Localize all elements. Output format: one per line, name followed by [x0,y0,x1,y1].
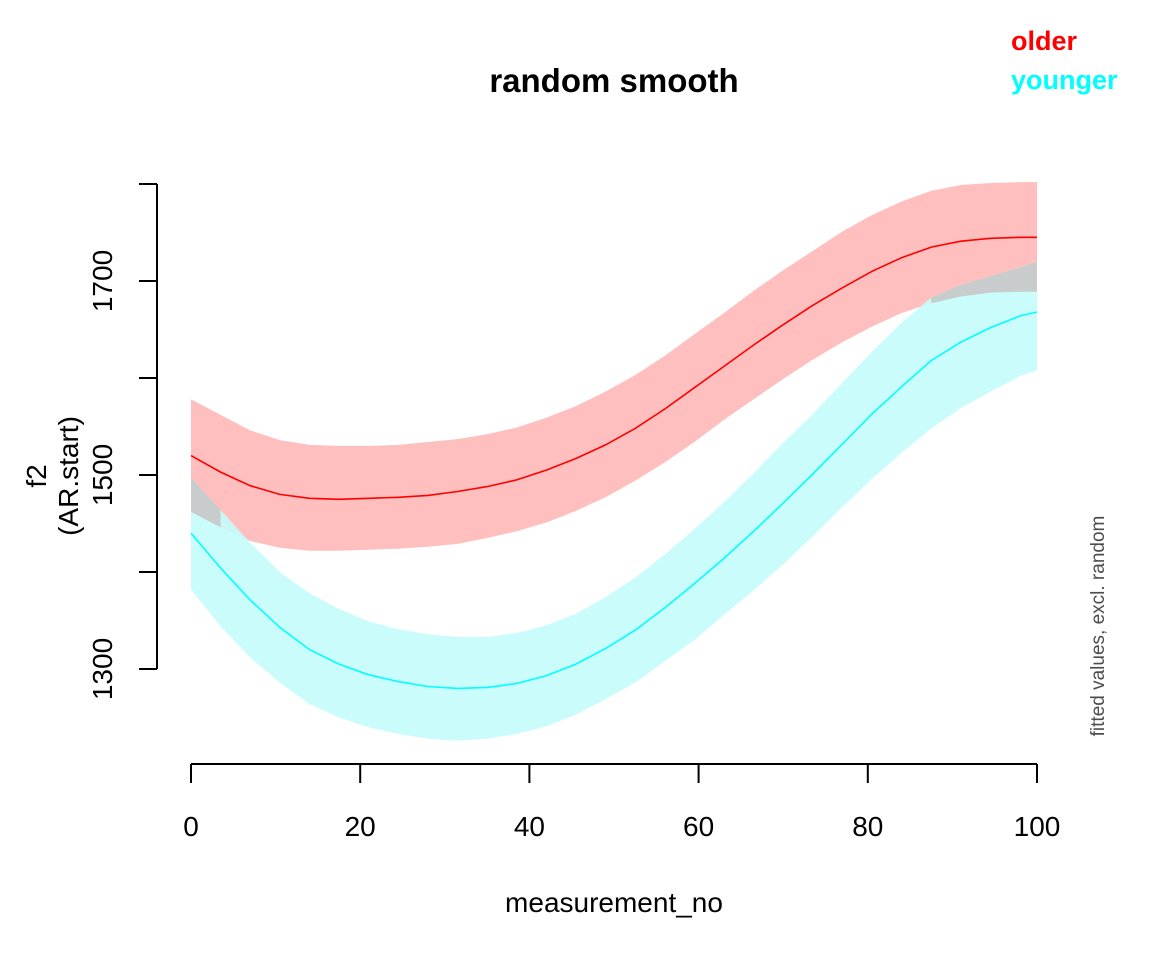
x-tick-label: 100 [1014,811,1061,842]
x-tick-label: 0 [183,811,199,842]
series-lines [190,236,1038,690]
chart-title: random smooth [489,62,738,99]
x-tick-label: 40 [514,811,545,842]
y-tick-label: 1300 [87,638,118,700]
legend-entry-older: older [1011,26,1078,56]
y-tick-label: 1500 [87,444,118,506]
y-axis-label-line2: (AR.start) [53,416,84,536]
band-younger [191,261,1037,741]
x-tick-label: 20 [345,811,376,842]
x-axis: 0 20 40 60 80 100 [183,763,1061,842]
side-note: fitted values, excl. random [1088,516,1109,737]
confidence-bands [191,182,1037,741]
x-tick-label: 80 [852,811,883,842]
band-overlap [191,477,221,528]
band-overlap [931,261,1037,304]
line-younger [190,311,1038,690]
legend: older younger [1011,26,1118,95]
x-tick-label: 60 [683,811,714,842]
y-axis-label-line1: f2 [21,464,52,487]
y-axis: 1300 1500 1700 [87,183,158,700]
line-older [190,236,1037,501]
band-older [191,182,1037,551]
x-axis-label: measurement_no [505,887,723,918]
legend-entry-younger: younger [1011,65,1118,95]
y-tick-label: 1700 [87,250,118,312]
